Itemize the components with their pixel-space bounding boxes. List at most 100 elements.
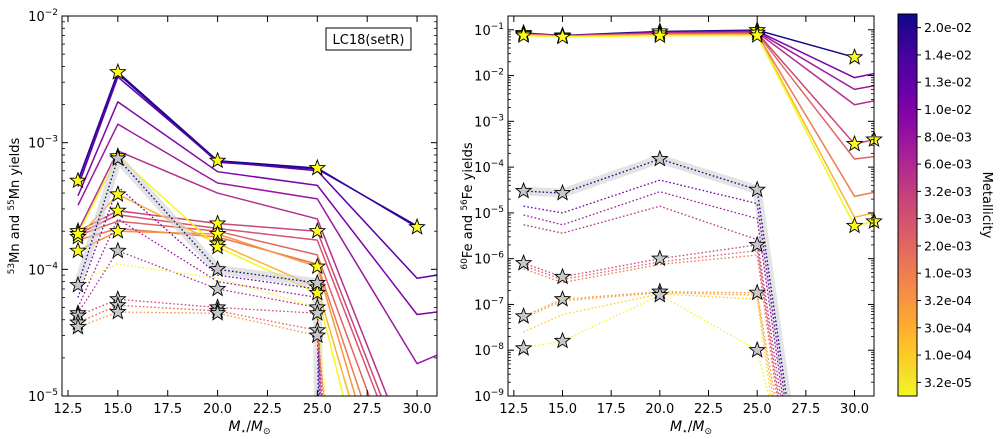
left-xtick-label: 27.5 — [353, 402, 382, 417]
right-series-line-11 — [523, 191, 784, 396]
left-markers — [69, 62, 426, 344]
left-xtick-label: 22.5 — [253, 402, 282, 417]
left-series-line-19 — [77, 311, 325, 396]
right-ytick-label: 10−2 — [474, 68, 504, 85]
right-star-marker — [845, 134, 864, 152]
colorbar-tick-label: 1.4e-02 — [924, 47, 972, 62]
right-ytick-exponent: −3 — [491, 113, 504, 123]
left-series-line-20 — [77, 263, 326, 396]
left-ytick-label: 10−4 — [28, 261, 58, 278]
left-series-line-5 — [77, 150, 388, 396]
right-axes-frame — [507, 15, 875, 397]
colorbar-tick-label: 3.2e-03 — [924, 184, 972, 199]
label-part: M — [670, 419, 682, 435]
right-series-line-14 — [523, 249, 779, 396]
left-xtick-label: 15.0 — [103, 402, 132, 417]
left-series-line-3 — [77, 101, 437, 316]
right-xtick-label: 12.5 — [499, 402, 528, 417]
left-ytick-base: 10 — [28, 263, 45, 278]
right-star-marker — [553, 289, 572, 307]
left-star-marker — [308, 257, 327, 275]
right-series-line-3 — [523, 31, 874, 106]
colorbar-tick-label: 3.2e-05 — [924, 375, 972, 390]
right-star-marker — [748, 235, 767, 253]
annotation-box: LC18(setR) — [325, 27, 412, 51]
label-part: M — [251, 419, 263, 435]
colorbar-tick-label: 1.3e-02 — [924, 75, 972, 90]
right-star-marker — [748, 26, 767, 44]
right-series-line-10 — [523, 179, 786, 396]
left-series-line-15 — [77, 218, 321, 396]
right-chart: 12.5 15.0 17.5 20.0 22.5 25.0 27.5 30.010−910−8… — [460, 15, 883, 437]
right-xtick-label: 30.0 — [840, 402, 869, 417]
left-star-marker — [109, 62, 127, 80]
left-star-marker — [208, 151, 227, 169]
left-xtick-label: 20.0 — [203, 402, 232, 417]
right-star-marker — [514, 307, 533, 324]
right-star-marker — [553, 183, 572, 201]
right-xtick-label: 15.0 — [548, 402, 577, 417]
right-ytick-base: 10 — [474, 298, 491, 313]
left-star-marker — [308, 326, 327, 344]
right-star-marker — [514, 339, 533, 356]
right-markers — [514, 20, 883, 358]
metallicity-colorbar: 2.0e-02 1.4e-02 1.3e-02 1.0e-02 8.0e-03 6.0e-… — [897, 13, 994, 397]
right-ytick-label: 10−6 — [474, 251, 504, 268]
colorbar-tick-label: 1.0e-04 — [924, 348, 972, 363]
colorbar-title: Metallicity — [979, 172, 994, 239]
left-ytick-exponent: −4 — [45, 261, 59, 271]
left-series-line-4 — [77, 123, 437, 365]
right-star-marker — [553, 267, 572, 285]
right-ytick-base: 10 — [474, 115, 491, 130]
label-part: Mn and — [8, 211, 23, 263]
left-series-line-1 — [77, 73, 418, 227]
right-x-axis-label: M⋆/M⊙ — [670, 419, 712, 437]
right-ytick-base: 10 — [474, 344, 491, 359]
right-ytick-base: 10 — [474, 70, 491, 85]
right-ytick-exponent: −4 — [491, 159, 505, 169]
right-xtick-label: 27.5 — [791, 402, 820, 417]
right-series-line-4 — [523, 32, 874, 145]
left-star-marker — [69, 224, 87, 242]
left-ytick-base: 10 — [28, 137, 45, 152]
right-star-marker — [748, 340, 767, 358]
left-y-axis-label: 53Mn and 55Mn yields — [7, 137, 23, 274]
left-star-marker — [69, 275, 87, 293]
left-star-marker — [109, 201, 127, 219]
label-part: Fe and — [461, 211, 476, 259]
right-star-marker — [514, 253, 533, 271]
left-xtick-label: 12.5 — [54, 402, 83, 417]
right-ytick-base: 10 — [474, 390, 491, 405]
left-ticks: 12.5 15.0 17.5 20.0 22.5 25.0 27.5 30.010−510−4… — [28, 8, 437, 417]
left-chart: 12.5 15.0 17.5 20.0 22.5 25.0 27.5 30.010−510−4… — [7, 8, 438, 437]
left-xtick-label: 25.0 — [303, 402, 332, 417]
left-star-marker — [308, 158, 327, 176]
right-xtick-label: 20.0 — [645, 402, 674, 417]
right-y-axis-label: 60Fe and 56Fe yields — [460, 142, 476, 269]
left-ytick-base: 10 — [28, 390, 45, 405]
right-star-marker — [651, 149, 669, 167]
right-star-marker — [651, 249, 669, 267]
colorbar-tick-label: 6.0e-03 — [924, 157, 972, 172]
label-part: 55 — [7, 199, 17, 210]
left-star-marker — [109, 241, 127, 259]
left-ytick-exponent: −2 — [45, 8, 58, 18]
left-star-marker — [69, 317, 87, 335]
right-ytick-exponent: −9 — [491, 388, 505, 398]
left-star-marker — [308, 283, 327, 301]
left-star-marker — [308, 221, 327, 239]
right-star-marker — [514, 26, 533, 44]
label-part: ⊙ — [263, 427, 271, 437]
left-x-axis-label: M⋆/M⊙ — [228, 419, 270, 437]
right-ytick-exponent: −7 — [491, 296, 504, 306]
left-series-line-0 — [77, 71, 418, 228]
left-star-marker — [109, 149, 127, 167]
colorbar-tick-label: 1.0e-03 — [924, 266, 972, 281]
label-part: M — [228, 419, 240, 435]
left-star-marker — [208, 303, 227, 321]
label-part: / — [246, 419, 251, 435]
colorbar-tick-label: 2.0e-02 — [924, 20, 972, 35]
label-part: / — [688, 419, 693, 435]
colorbar-tick-label: 3.0e-04 — [924, 320, 972, 335]
label-part: 60 — [460, 258, 470, 270]
